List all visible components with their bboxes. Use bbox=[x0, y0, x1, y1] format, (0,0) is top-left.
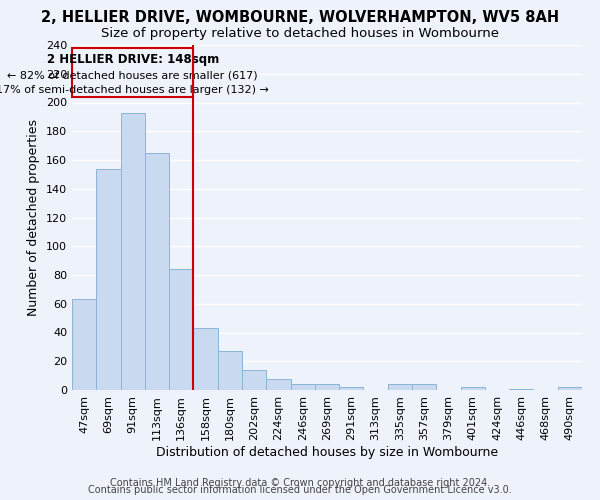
Bar bbox=[388, 384, 412, 390]
Bar bbox=[558, 387, 582, 390]
FancyBboxPatch shape bbox=[72, 48, 193, 97]
Bar bbox=[72, 300, 96, 390]
Bar bbox=[121, 112, 145, 390]
Text: 2 HELLIER DRIVE: 148sqm: 2 HELLIER DRIVE: 148sqm bbox=[47, 53, 219, 66]
Y-axis label: Number of detached properties: Number of detached properties bbox=[28, 119, 40, 316]
Bar bbox=[242, 370, 266, 390]
Bar bbox=[193, 328, 218, 390]
Bar bbox=[315, 384, 339, 390]
Bar bbox=[218, 351, 242, 390]
Bar bbox=[290, 384, 315, 390]
Text: Size of property relative to detached houses in Wombourne: Size of property relative to detached ho… bbox=[101, 28, 499, 40]
Text: Contains HM Land Registry data © Crown copyright and database right 2024.: Contains HM Land Registry data © Crown c… bbox=[110, 478, 490, 488]
Bar bbox=[509, 388, 533, 390]
Text: Contains public sector information licensed under the Open Government Licence v3: Contains public sector information licen… bbox=[88, 485, 512, 495]
Bar bbox=[412, 384, 436, 390]
Bar bbox=[266, 378, 290, 390]
Bar bbox=[96, 168, 121, 390]
Bar bbox=[339, 387, 364, 390]
Bar bbox=[169, 269, 193, 390]
Bar bbox=[461, 387, 485, 390]
X-axis label: Distribution of detached houses by size in Wombourne: Distribution of detached houses by size … bbox=[156, 446, 498, 458]
Text: ← 82% of detached houses are smaller (617): ← 82% of detached houses are smaller (61… bbox=[7, 70, 258, 80]
Text: 2, HELLIER DRIVE, WOMBOURNE, WOLVERHAMPTON, WV5 8AH: 2, HELLIER DRIVE, WOMBOURNE, WOLVERHAMPT… bbox=[41, 10, 559, 25]
Bar bbox=[145, 153, 169, 390]
Text: 17% of semi-detached houses are larger (132) →: 17% of semi-detached houses are larger (… bbox=[0, 84, 269, 94]
